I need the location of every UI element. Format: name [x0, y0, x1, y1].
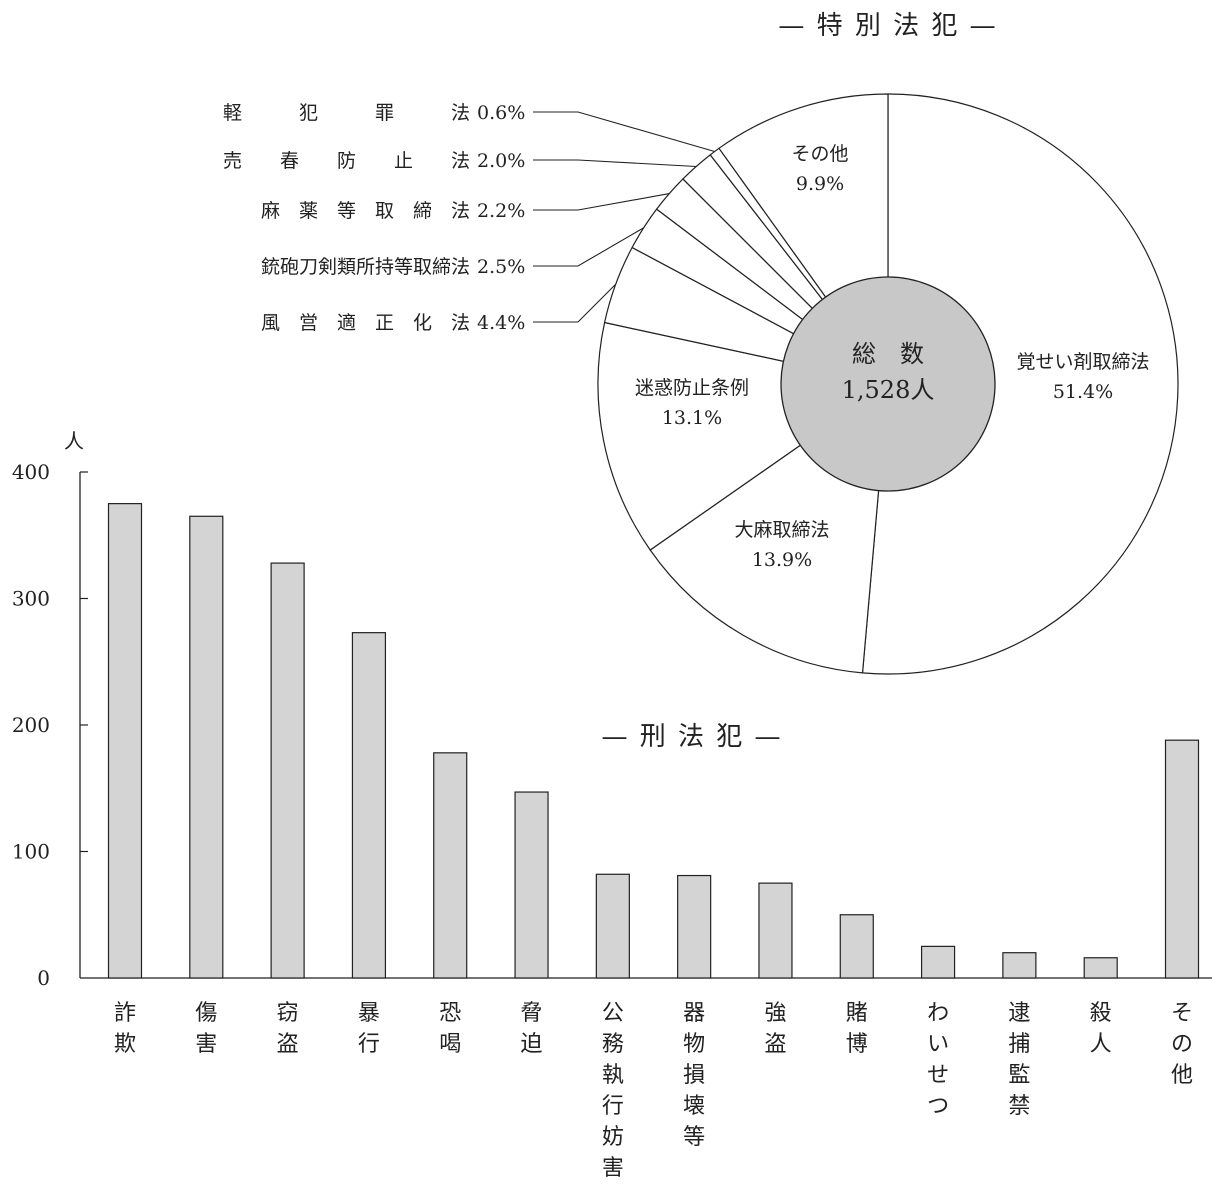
pie-slice-value: 0.6% [477, 102, 525, 124]
pie-slice-label: 迷惑防止条例 [635, 377, 749, 399]
pie-slice-1 [861, 93, 1179, 675]
x-category-label: その他 [1171, 1001, 1193, 1088]
x-category-label: 器物損壊等 [683, 1001, 705, 1150]
bar-12 [1002, 952, 1037, 979]
bar-1 [107, 503, 143, 979]
pie-slice-label: その他 [791, 143, 848, 165]
pie-leader-line [533, 193, 670, 211]
bar-5 [433, 752, 468, 979]
bar-11 [920, 945, 956, 979]
x-category-label: わいせつ [927, 1001, 949, 1119]
pie-leader-line [533, 283, 617, 323]
pie-leader-line [533, 111, 715, 153]
pie-slice-value: 9.9% [796, 173, 844, 195]
pie-leader-line [533, 159, 697, 168]
x-category-label: 殺人 [1090, 1001, 1112, 1057]
x-category-label: 恐喝 [439, 1001, 461, 1057]
bar-4 [351, 632, 387, 979]
x-category-label: 強盗 [764, 1001, 786, 1057]
x-category-label: 逮捕監禁 [1008, 1001, 1030, 1119]
bar-2 [189, 515, 224, 979]
pie-center-label: 総 数 [852, 340, 924, 368]
pie-slice-value: 51.4% [1053, 381, 1113, 403]
y-axis-label: 人 [64, 429, 84, 453]
pie-slice-value: 2.5% [477, 256, 525, 278]
pie-slice-label: 覚せい剤取締法 [1016, 351, 1149, 373]
x-category-label: 脅迫 [521, 1001, 543, 1057]
pie-center-value: 1,528人 [842, 376, 935, 404]
x-category-label: 賭博 [846, 1001, 868, 1057]
x-category-label: 公務執行妨害 [602, 1001, 624, 1180]
pie-slice-value: 2.2% [477, 200, 525, 222]
pie-chart-title: — 特 別 法 犯 — [778, 11, 997, 41]
y-tick-label: 300 [12, 587, 50, 611]
x-category-label: 傷害 [195, 1001, 217, 1057]
bar-8 [677, 874, 712, 979]
bar-7 [595, 873, 630, 979]
y-tick-label: 200 [12, 713, 50, 737]
x-category-label: 窃盗 [277, 1001, 299, 1057]
pie-slice-value: 13.1% [662, 407, 722, 429]
bar-10 [839, 914, 874, 979]
bar-chart-title: — 刑 法 犯 — [601, 722, 782, 752]
pie-leader-line [533, 227, 644, 267]
bar-chart: 人 0 100 200 300 400 詐欺 傷害 窃盗 暴行 恐喝 脅迫 公務執行妨害 器物損壊等 強… [12, 429, 1212, 1181]
x-category-label: 暴行 [358, 1001, 380, 1057]
pie-slice-label: 売 春 防 止 法 [223, 150, 470, 172]
pie-slice-value: 4.4% [477, 312, 525, 334]
bar-14 [1164, 739, 1200, 979]
bar-9 [758, 882, 793, 979]
bar-6 [514, 791, 549, 979]
pie-slice-label: 麻 薬 等 取 締 法 [261, 200, 470, 222]
y-tick-label: 100 [12, 840, 50, 864]
bar-3 [270, 562, 305, 979]
pie-slice-value: 2.0% [477, 150, 525, 172]
pie-slice-label: 大麻取締法 [734, 519, 829, 541]
x-category-label: 詐欺 [114, 1001, 136, 1057]
y-tick-label: 400 [12, 460, 50, 484]
pie-slice-value: 13.9% [752, 549, 812, 571]
pie-chart: — 特 別 法 犯 — 覚せい剤取締法 51.4% 大麻取締法 13.9% 迷惑防止条例… [223, 11, 1179, 675]
pie-center-disc [780, 276, 996, 492]
pie-slice-label: 軽 犯 罪 法 [223, 102, 470, 124]
y-tick-label: 0 [37, 966, 50, 990]
bar-13 [1083, 957, 1118, 979]
pie-slice-label: 風 営 適 正 化 法 [261, 312, 470, 334]
pie-slice-label: 銃砲刀剣類所持等取締法 [261, 256, 470, 278]
